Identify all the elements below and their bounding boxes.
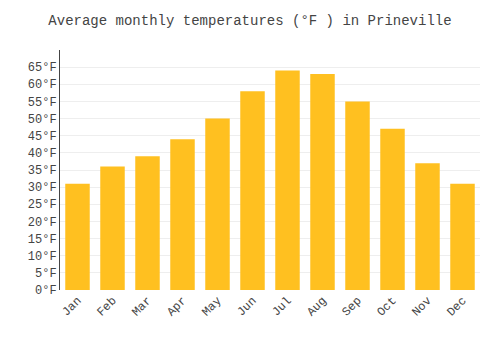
- svg-text:Jun: Jun: [234, 294, 259, 319]
- svg-text:Sep: Sep: [339, 294, 364, 319]
- svg-text:25°F: 25°F: [28, 198, 57, 212]
- svg-text:65°F: 65°F: [28, 61, 57, 75]
- svg-text:Feb: Feb: [94, 294, 119, 319]
- svg-text:Nov: Nov: [409, 294, 434, 319]
- svg-text:50°F: 50°F: [28, 113, 57, 127]
- svg-text:Jan: Jan: [59, 294, 84, 319]
- svg-text:Average monthly temperatures (: Average monthly temperatures (°F ) in Pr…: [48, 13, 451, 29]
- svg-text:May: May: [199, 294, 224, 319]
- svg-text:45°F: 45°F: [28, 130, 57, 144]
- svg-text:5°F: 5°F: [35, 267, 57, 281]
- svg-text:30°F: 30°F: [28, 181, 57, 195]
- svg-text:35°F: 35°F: [28, 164, 57, 178]
- svg-text:Apr: Apr: [164, 294, 189, 319]
- svg-text:0°F: 0°F: [35, 284, 57, 298]
- svg-text:40°F: 40°F: [28, 147, 57, 161]
- svg-text:15°F: 15°F: [28, 233, 57, 247]
- svg-text:Oct: Oct: [374, 294, 399, 319]
- svg-text:Dec: Dec: [444, 294, 469, 319]
- svg-text:Mar: Mar: [129, 294, 154, 319]
- svg-text:Jul: Jul: [269, 294, 294, 319]
- svg-text:60°F: 60°F: [28, 78, 57, 92]
- svg-text:55°F: 55°F: [28, 96, 57, 110]
- svg-text:10°F: 10°F: [28, 250, 57, 264]
- svg-text:Aug: Aug: [304, 294, 329, 319]
- svg-text:20°F: 20°F: [28, 216, 57, 230]
